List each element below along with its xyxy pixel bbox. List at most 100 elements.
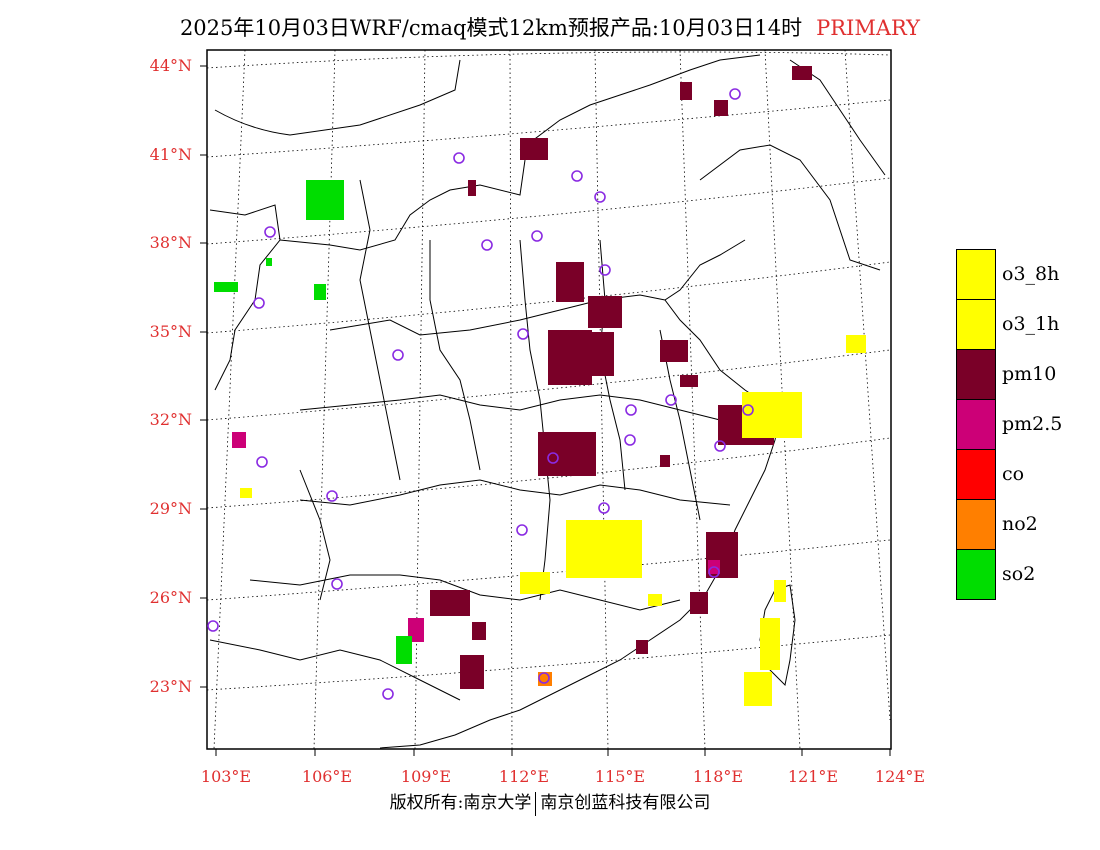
station-marker — [256, 456, 268, 468]
station-marker — [624, 434, 636, 446]
footer-divider — [535, 791, 537, 816]
o3-cell — [774, 580, 786, 602]
station-marker — [516, 524, 528, 536]
station-marker — [714, 440, 726, 452]
o3-cell — [846, 335, 866, 353]
title-main: 2025年10月03日WRF/cmaq模式12km预报产品:10月03日14时 — [179, 16, 803, 40]
station-marker — [326, 490, 338, 502]
lat-label-41: 41°N — [150, 145, 192, 164]
station-marker — [538, 672, 550, 684]
station-marker — [547, 452, 559, 464]
lon-label-103: 103°E — [201, 767, 251, 786]
station-marker — [729, 88, 741, 100]
lat-label-23: 23°N — [150, 677, 192, 696]
pm10-cell — [680, 375, 698, 387]
station-marker — [599, 264, 611, 276]
lat-label-26: 26°N — [150, 588, 192, 607]
lon-label-115: 115°E — [595, 767, 645, 786]
so2-cell — [396, 636, 412, 664]
legend-swatch-co — [956, 449, 996, 500]
station-marker — [453, 152, 465, 164]
pm10-cell — [636, 640, 648, 654]
station-marker — [625, 404, 637, 416]
pm10-cell — [520, 138, 548, 160]
legend-label-co: co — [1002, 463, 1025, 485]
pm10-cell — [690, 592, 708, 614]
so2-cell — [314, 284, 326, 300]
legend-swatch-o3-8h — [956, 249, 996, 300]
legend-swatch-pm10 — [956, 349, 996, 400]
legend-swatch-pm25 — [956, 399, 996, 450]
so2-cell — [306, 180, 344, 220]
station-marker — [598, 502, 610, 514]
station-marker — [264, 226, 276, 238]
station-marker — [742, 404, 754, 416]
lat-label-38: 38°N — [150, 233, 192, 252]
station-marker — [517, 328, 529, 340]
title-primary-tag: PRIMARY — [816, 16, 921, 40]
o3-cell — [742, 392, 802, 438]
copyright-left: 版权所有:南京大学 — [389, 793, 532, 813]
legend-swatch-no2 — [956, 499, 996, 550]
station-marker — [382, 688, 394, 700]
legend-label-pm10: pm10 — [1002, 363, 1057, 385]
copyright-right: 南京创蓝科技有限公司 — [540, 793, 711, 813]
legend-swatch-o3-1h — [956, 299, 996, 350]
lat-label-29: 29°N — [150, 499, 192, 518]
pm10-cell — [580, 332, 614, 376]
legend-label-so2: so2 — [1002, 563, 1036, 585]
station-marker — [708, 566, 720, 578]
lon-label-124: 124°E — [875, 767, 925, 786]
o3-cell — [648, 594, 662, 606]
station-marker — [531, 230, 543, 242]
pm10-cell — [660, 340, 688, 362]
pm10-cell — [660, 455, 670, 467]
station-marker — [392, 349, 404, 361]
legend-label-no2: no2 — [1002, 513, 1038, 535]
pm10-cell — [792, 66, 812, 80]
lat-label-32: 32°N — [150, 410, 192, 429]
pm25-cell — [232, 432, 246, 448]
legend-label-o3-8h: o3_8h — [1002, 263, 1060, 285]
station-marker — [594, 191, 606, 203]
pm10-cell — [430, 590, 470, 616]
boundaries — [209, 54, 886, 749]
pm10-cell — [538, 432, 596, 476]
pollution-cells — [214, 66, 866, 706]
pm10-cell — [588, 296, 622, 328]
lat-axis: 44°N 41°N 38°N 35°N 32°N 29°N 26°N 23°N — [150, 56, 207, 696]
station-marker — [665, 394, 677, 406]
station-marker — [207, 620, 219, 632]
legend-swatch-so2 — [956, 549, 996, 600]
copyright-footer: 版权所有:南京大学 南京创蓝科技有限公司 — [0, 788, 1100, 816]
so2-cell — [214, 282, 238, 292]
pm10-cell — [472, 622, 486, 640]
lat-label-44: 44°N — [150, 56, 192, 75]
station-marker — [253, 297, 265, 309]
station-marker — [331, 578, 343, 590]
station-marker — [481, 239, 493, 251]
pm10-cell — [556, 262, 584, 302]
lon-label-112: 112°E — [499, 767, 549, 786]
legend-label-o3-1h: o3_1h — [1002, 313, 1060, 335]
pm10-cell — [460, 655, 484, 689]
pm10-cell — [680, 82, 692, 100]
o3-cell — [744, 672, 772, 706]
lat-label-35: 35°N — [150, 322, 192, 341]
o3-cell — [240, 488, 252, 498]
lon-axis: 103°E 106°E 109°E 112°E 115°E 118°E 121°… — [201, 749, 925, 786]
lon-label-106: 106°E — [302, 767, 352, 786]
lon-label-118: 118°E — [693, 767, 743, 786]
map-title: 2025年10月03日WRF/cmaq模式12km预报产品:10月03日14时 P… — [0, 12, 1100, 42]
city-stations — [207, 88, 754, 700]
o3-cell — [760, 618, 780, 670]
so2-cell — [266, 258, 272, 266]
o3-cell — [520, 572, 550, 594]
lon-label-109: 109°E — [401, 767, 451, 786]
o3-cell — [566, 520, 642, 578]
legend-label-pm25: pm2.5 — [1002, 413, 1063, 435]
pm10-cell — [714, 100, 728, 116]
pm10-cell — [468, 180, 476, 196]
station-marker — [571, 170, 583, 182]
